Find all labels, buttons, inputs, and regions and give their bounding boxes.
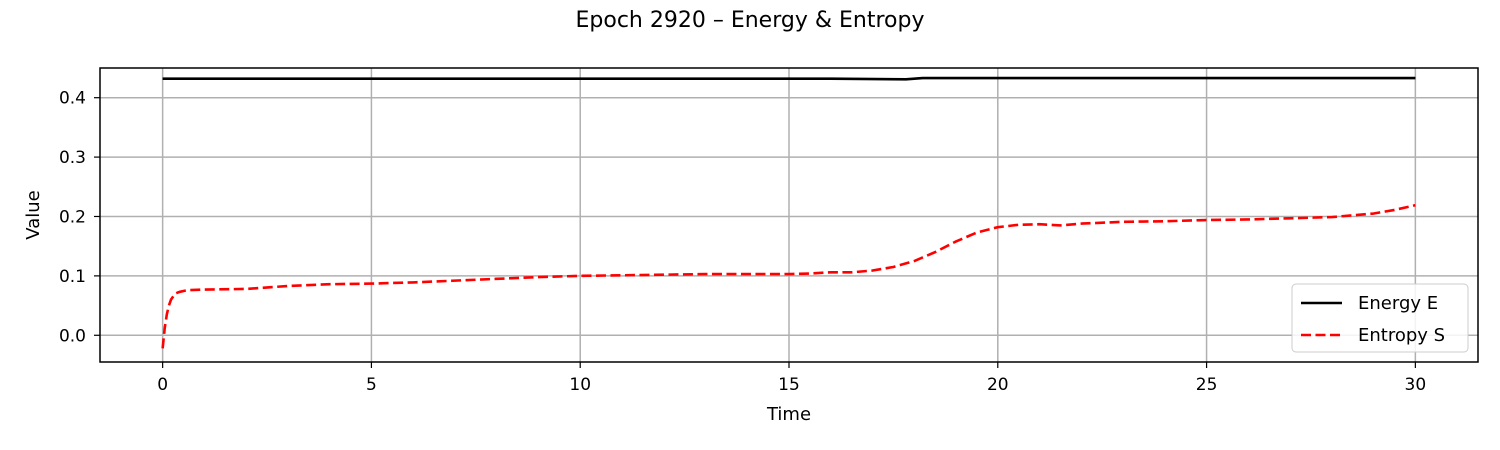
x-tick-label: 5 — [366, 375, 377, 395]
legend-label: Energy E — [1358, 293, 1438, 314]
series-line-entropy — [161, 203, 1416, 349]
y-tick-label: 0.4 — [59, 89, 86, 109]
y-tick-label: 0.1 — [59, 267, 86, 287]
x-tick-label: 30 — [1405, 375, 1427, 395]
y-tick-label: 0.2 — [59, 207, 86, 227]
x-tick-label: 15 — [778, 375, 800, 395]
y-axis-label: Value — [23, 190, 44, 239]
grid — [100, 68, 1478, 362]
chart-title: Epoch 2920 – Energy & Entropy — [576, 8, 925, 33]
x-axis-label: Time — [766, 404, 811, 425]
x-tick-label: 20 — [987, 375, 1009, 395]
y-tick-label: 0.0 — [59, 326, 86, 346]
x-tick-label: 10 — [569, 375, 591, 395]
axis-ticks: 0 5 10 15 20 25 30 0.0 0.1 0.2 0.3 0.4 — [59, 89, 1426, 395]
x-tick-label: 25 — [1196, 375, 1218, 395]
y-tick-label: 0.3 — [59, 148, 86, 168]
legend: Energy E Entropy S — [1291, 283, 1469, 353]
series-layer — [161, 76, 1416, 349]
legend-label: Entropy S — [1358, 325, 1445, 346]
series-line-energy — [162, 76, 1416, 81]
x-tick-label: 0 — [157, 375, 168, 395]
